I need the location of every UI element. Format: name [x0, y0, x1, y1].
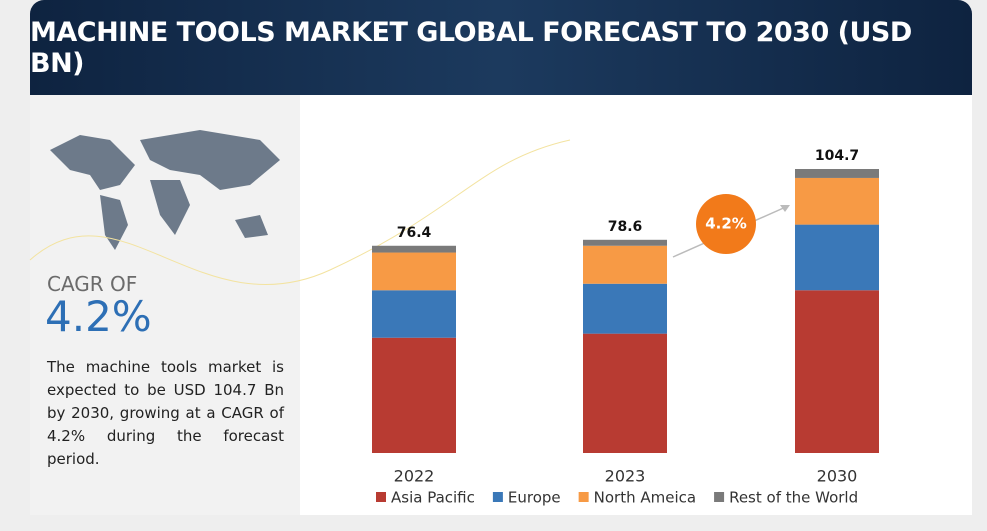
- x-tick-label: 2030: [817, 467, 858, 486]
- bar-segment: [372, 290, 456, 338]
- legend-label: Europe: [508, 489, 561, 507]
- legend-swatch: [492, 492, 503, 502]
- cagr-annotation: 4.2%: [705, 215, 747, 233]
- legend-label: North Ameica: [594, 489, 696, 507]
- bar-segment: [795, 169, 879, 178]
- bar-segment: [372, 252, 456, 291]
- legend-label: Rest of the World: [729, 489, 858, 507]
- cagr-label: CAGR OF: [47, 272, 138, 296]
- bar-segment: [795, 177, 879, 225]
- cagr-bubble: [696, 194, 756, 254]
- bar-segment: [372, 245, 456, 253]
- title: MACHINE TOOLS MARKET GLOBAL FORECAST TO …: [30, 0, 972, 95]
- bar-segment: [583, 245, 667, 284]
- description: The machine tools market is expected to …: [47, 358, 284, 468]
- arrow-head: [780, 205, 790, 212]
- x-tick-label: 2023: [605, 467, 646, 486]
- legend-label: Asia Pacific: [391, 489, 475, 507]
- bar-segment: [795, 224, 879, 291]
- legend-swatch: [714, 492, 725, 502]
- decor-line: [29, 139, 571, 285]
- bar-segment: [583, 239, 667, 246]
- world-map: [50, 130, 280, 250]
- bar-segment: [372, 337, 456, 453]
- bar-segment: [795, 290, 879, 453]
- total-label: 76.4: [397, 225, 432, 241]
- x-tick-label: 2022: [394, 467, 435, 486]
- cagr-value: 4.2%: [45, 292, 152, 341]
- total-label: 78.6: [608, 219, 643, 235]
- bar-segment: [583, 333, 667, 453]
- bar-segment: [583, 283, 667, 334]
- total-label: 104.7: [815, 148, 859, 164]
- legend-swatch: [578, 492, 589, 502]
- legend-swatch: [376, 492, 386, 502]
